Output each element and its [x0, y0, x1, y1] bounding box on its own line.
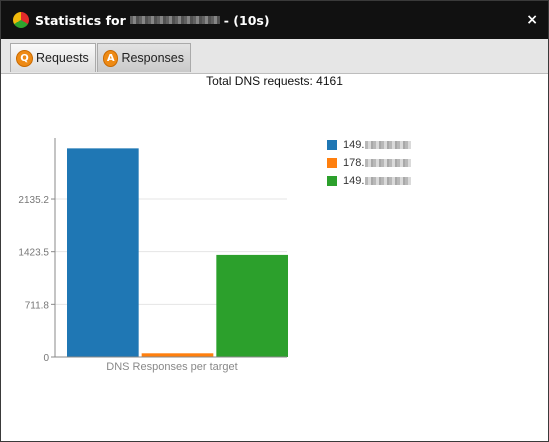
tab-requests[interactable]: Q Requests	[10, 43, 96, 72]
title-bar[interactable]: Statistics for - (10s) ×	[1, 1, 548, 39]
bar[interactable]	[141, 353, 214, 357]
redacted-ip	[365, 177, 412, 185]
chart-title: Total DNS requests: 4161	[206, 74, 343, 88]
chart-legend: 149. 178. 149.	[327, 136, 412, 190]
legend-label: 178.	[343, 157, 365, 169]
y-tick-label: 2135.2	[18, 195, 49, 206]
title-prefix: Statistics for	[35, 12, 126, 28]
legend-item[interactable]: 178.	[327, 154, 412, 172]
legend-swatch	[327, 176, 337, 186]
tab-bar: Q Requests A Responses	[1, 39, 548, 74]
tab-requests-label: Requests	[36, 51, 89, 65]
responses-icon: A	[103, 49, 119, 67]
legend-label: 149.	[343, 175, 365, 187]
x-axis-label: DNS Responses per target	[106, 361, 237, 373]
bar[interactable]	[216, 254, 288, 357]
redacted-hostname	[129, 16, 220, 24]
tab-responses[interactable]: A Responses	[97, 43, 191, 72]
y-tick-label: 1423.5	[18, 248, 49, 259]
legend-swatch	[327, 140, 337, 150]
legend-item[interactable]: 149.	[327, 172, 412, 190]
legend-swatch	[327, 158, 337, 168]
legend-label-wrap: 178.	[343, 157, 412, 169]
title-suffix: - (10s)	[223, 12, 270, 28]
close-icon[interactable]: ×	[526, 12, 538, 28]
y-tick-label: 0	[43, 353, 49, 364]
redacted-ip	[365, 141, 412, 149]
redacted-ip	[365, 159, 412, 167]
legend-item[interactable]: 149.	[327, 136, 412, 154]
legend-label-wrap: 149.	[343, 175, 412, 187]
bar-chart: 0 711.8 1423.5 2135.2 DNS Responses per tar…	[18, 138, 288, 373]
tab-responses-label: Responses	[121, 51, 184, 65]
requests-icon: Q	[16, 49, 33, 67]
y-tick-label: 711.8	[25, 300, 50, 311]
tab-content: Total DNS requests: 4161 0 711.8 1423.5 213…	[1, 74, 548, 441]
pie-chart-icon	[13, 12, 29, 28]
bar[interactable]	[67, 148, 139, 357]
legend-label-wrap: 149.	[343, 139, 412, 151]
legend-label: 149.	[343, 139, 365, 151]
window-title: Statistics for - (10s)	[35, 13, 270, 28]
